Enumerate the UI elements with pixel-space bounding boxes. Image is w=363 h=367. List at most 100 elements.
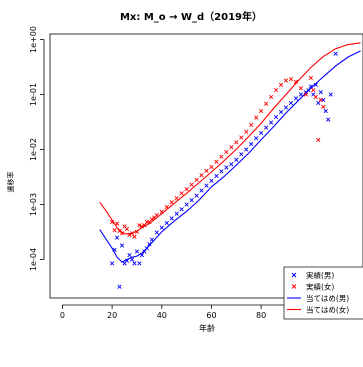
data-point	[137, 223, 142, 228]
data-point	[114, 235, 120, 240]
data-point	[189, 198, 194, 203]
series-line	[99, 50, 361, 263]
data-point	[127, 232, 132, 238]
data-point	[219, 154, 224, 159]
x-tick-label: 60	[206, 311, 216, 320]
data-point	[194, 177, 199, 183]
data-point	[199, 173, 204, 178]
data-point	[184, 187, 189, 192]
legend-label: 当てはめ(女)	[306, 305, 349, 315]
y-tick-label: 1e-01	[29, 83, 38, 106]
plot-data	[99, 42, 361, 289]
x-tick-label: 80	[256, 311, 266, 320]
data-point	[259, 130, 264, 136]
data-point	[244, 129, 249, 134]
legend-marker	[291, 272, 297, 278]
data-point	[174, 211, 179, 216]
data-point	[316, 137, 321, 142]
data-point	[311, 88, 316, 93]
y-tick-label: 1e-04	[29, 248, 38, 271]
data-point	[124, 258, 130, 263]
data-point	[288, 77, 294, 82]
data-point	[112, 228, 117, 233]
data-point	[127, 253, 132, 258]
data-point	[159, 209, 164, 214]
data-point	[169, 216, 174, 221]
legend-label: 実績(男)	[306, 270, 334, 280]
data-point	[204, 168, 209, 173]
data-point	[209, 164, 214, 170]
data-point	[149, 237, 154, 242]
data-point	[119, 231, 125, 236]
legend-label: 実績(女)	[306, 282, 334, 292]
x-tick-label: 40	[157, 311, 167, 320]
data-point	[114, 221, 120, 226]
data-point	[142, 223, 147, 228]
data-point	[283, 78, 289, 83]
y-axis: 1e-04 1e-03 1e-02 1e-01 1e+00	[29, 26, 45, 271]
legend-label: 当てはめ(男)	[306, 293, 349, 303]
y-axis-label: 遷移率	[6, 172, 15, 193]
data-point	[219, 169, 224, 174]
data-point	[259, 108, 264, 114]
data-point	[268, 94, 274, 100]
data-point	[278, 82, 284, 87]
data-point	[129, 231, 135, 236]
data-point	[321, 104, 326, 109]
x-tick-label: 0	[60, 311, 65, 320]
data-point	[194, 193, 199, 198]
data-point	[189, 182, 194, 187]
data-point	[164, 220, 169, 226]
data-point	[308, 84, 313, 89]
data-point	[149, 217, 154, 222]
data-point	[239, 135, 244, 140]
data-point	[179, 207, 184, 212]
data-point	[137, 261, 142, 266]
data-point	[204, 183, 209, 188]
data-point	[214, 159, 219, 164]
data-point	[184, 202, 189, 207]
data-point	[124, 226, 130, 232]
data-point	[134, 229, 140, 234]
x-tick-label: 20	[107, 311, 117, 320]
data-point	[254, 115, 259, 120]
data-point	[112, 247, 117, 252]
data-point	[283, 105, 289, 110]
data-point	[224, 165, 229, 170]
data-point	[298, 86, 304, 91]
data-point	[117, 284, 122, 289]
data-point	[132, 261, 137, 266]
data-point	[199, 188, 204, 193]
data-point	[326, 117, 331, 122]
data-point	[313, 94, 318, 100]
data-point	[144, 246, 149, 251]
data-point	[179, 191, 184, 196]
data-point	[234, 157, 239, 162]
legend: 実績(男) 実績(女)当てはめ(男) 当てはめ(女)	[283, 266, 363, 320]
data-point	[268, 120, 274, 125]
data-point	[293, 79, 299, 84]
data-point	[174, 196, 179, 201]
x-axis-label: 年齢	[199, 323, 215, 333]
data-point	[224, 149, 229, 155]
data-point	[239, 152, 244, 157]
data-point	[264, 101, 269, 106]
data-point	[139, 253, 145, 258]
legend-box	[283, 266, 363, 320]
data-point	[333, 51, 338, 56]
y-tick-label: 1e-02	[29, 138, 38, 161]
data-point	[249, 142, 254, 147]
data-point	[129, 257, 135, 262]
data-point	[119, 243, 125, 248]
data-point	[214, 173, 219, 179]
data-point	[139, 224, 145, 229]
chart-title: Mx: M_o → W_d（2019年）	[120, 10, 262, 23]
data-point	[142, 249, 147, 254]
series-line	[99, 42, 361, 235]
data-point	[147, 242, 152, 247]
data-point	[264, 125, 269, 130]
data-point	[159, 225, 164, 230]
plot-box	[49, 33, 363, 299]
data-point	[249, 122, 254, 128]
